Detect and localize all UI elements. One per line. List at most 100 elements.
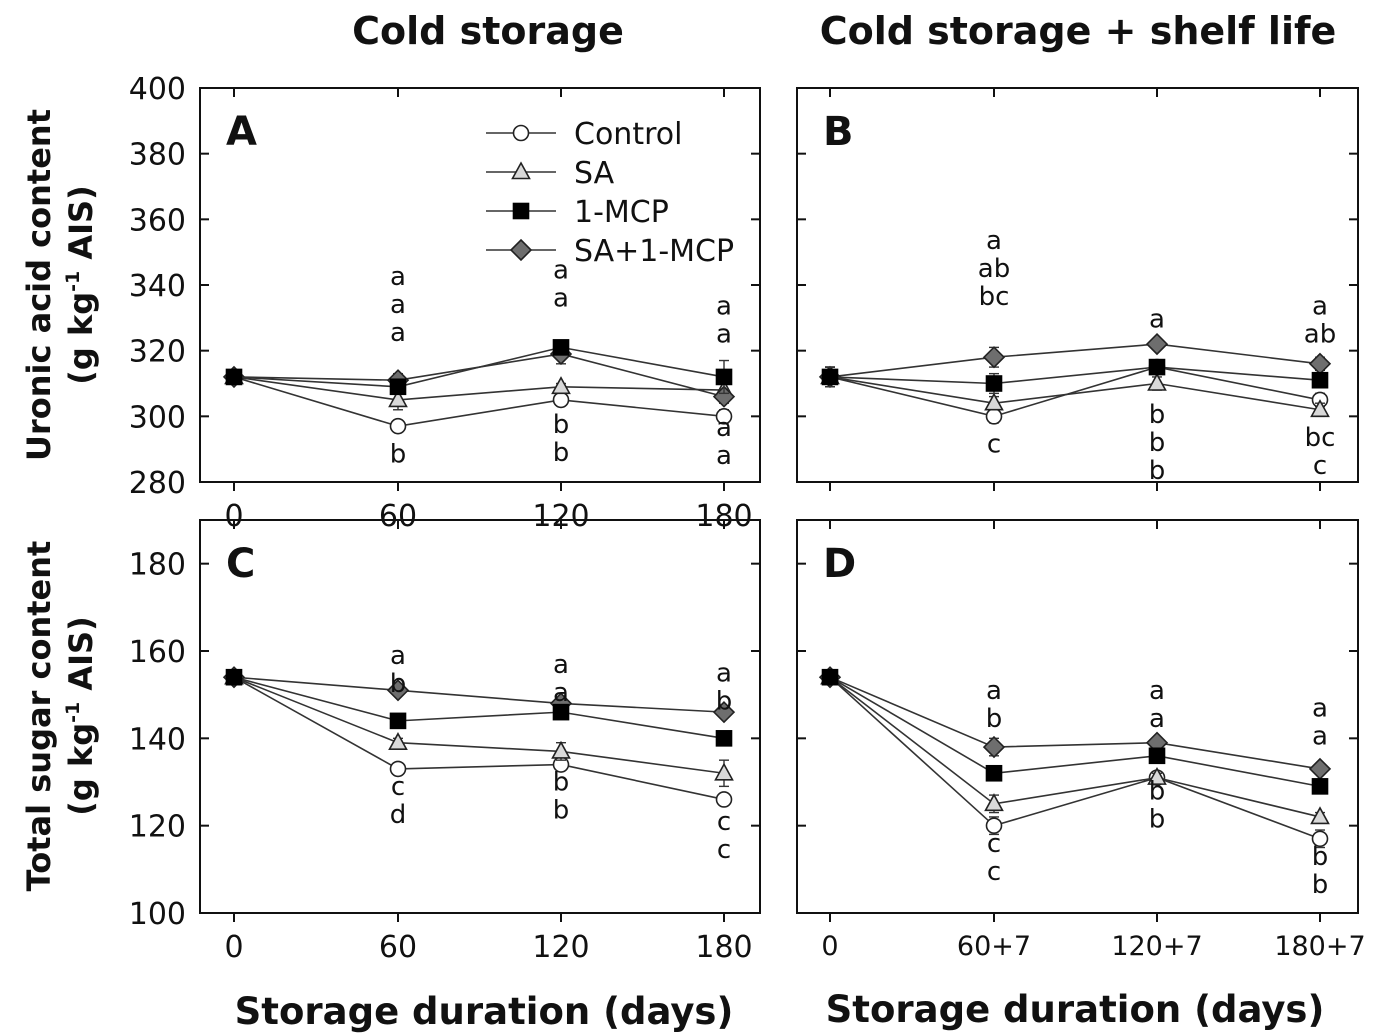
data-point — [551, 376, 571, 395]
data-point — [552, 339, 570, 356]
significance-letter: a — [390, 290, 406, 320]
legend-item: SA — [486, 156, 615, 191]
data-point — [1148, 358, 1166, 376]
significance-letter: b — [1149, 428, 1166, 458]
significance-letter: b — [553, 796, 570, 826]
data-point — [1147, 372, 1167, 391]
data-point — [1310, 806, 1330, 825]
series-line — [829, 676, 1321, 818]
series-sa — [820, 666, 1330, 825]
y-tick-label: 120 — [129, 810, 186, 845]
series-1-mcp — [821, 358, 1329, 395]
series-line — [233, 676, 725, 801]
significance-letter: a — [716, 413, 732, 443]
significance-letter: a — [1312, 292, 1328, 322]
data-point — [982, 735, 1006, 759]
data-point — [985, 408, 1003, 425]
x-tick-label: 0 — [821, 931, 838, 962]
significance-letter: b — [716, 687, 733, 717]
legend-label: Control — [574, 117, 682, 152]
y-tick-label: 180 — [129, 548, 186, 583]
data-point — [1308, 352, 1332, 375]
data-point — [712, 701, 736, 724]
data-point — [389, 712, 407, 730]
significance-letter: b — [1312, 842, 1329, 872]
xlabel-left: Storage duration (days) — [235, 990, 734, 1033]
data-point — [389, 417, 407, 435]
series-line — [829, 676, 1321, 840]
data-point — [389, 378, 407, 396]
legend: Control SA 1-MCP SA+1-MCP — [486, 117, 734, 269]
y-tick-label: 380 — [129, 138, 186, 173]
significance-letter: c — [391, 772, 405, 802]
y-tick-label: 160 — [129, 635, 186, 670]
series-line — [829, 366, 1321, 385]
panel-letter: B — [823, 109, 854, 155]
data-point — [1145, 332, 1169, 356]
data-point — [715, 730, 733, 747]
legend-marker — [512, 124, 530, 142]
series-1-mcp — [225, 339, 733, 396]
data-point — [982, 346, 1006, 369]
legend-marker — [512, 202, 530, 220]
plot-frame — [199, 519, 761, 914]
significance-letter: b — [553, 438, 570, 468]
ylabel-top-line1: Uronic acid content — [20, 109, 58, 461]
y-tick-label: 140 — [129, 722, 186, 757]
legend-marker — [511, 161, 531, 180]
ylabel-top: Uronic acid content (g kg-1 AIS) — [20, 109, 100, 461]
significance-letter: b — [1149, 804, 1166, 834]
data-point — [715, 791, 733, 808]
series-line — [233, 676, 725, 713]
data-point — [225, 368, 243, 386]
x-tick-label: 0 — [224, 930, 243, 965]
significance-letter: a — [986, 676, 1002, 706]
significance-letter: c — [987, 829, 1001, 859]
significance-letter: b — [390, 669, 407, 699]
legend-item: Control — [486, 117, 682, 152]
series-line — [829, 376, 1321, 411]
significance-letter: b — [553, 768, 570, 798]
data-point — [225, 668, 243, 686]
data-point — [985, 817, 1003, 834]
significance-letter: b — [986, 704, 1003, 734]
x-tick-label: 0 — [224, 499, 243, 534]
x-tick-label: 120 — [532, 930, 589, 965]
y-tick-label: 340 — [129, 269, 186, 304]
data-point — [985, 375, 1003, 392]
series-line — [233, 376, 725, 428]
significance-letter: b — [1149, 400, 1166, 430]
data-point — [821, 668, 839, 686]
x-tick-label: 60 — [379, 930, 417, 965]
panel-letter: A — [226, 109, 257, 155]
significance-letter: a — [1149, 305, 1165, 335]
data-point — [552, 703, 570, 721]
series-line — [829, 676, 1321, 788]
legend-item: SA+1-MCP — [486, 234, 734, 269]
y-tick-label: 360 — [129, 203, 186, 238]
series-line — [233, 353, 725, 398]
significance-letter: a — [716, 659, 732, 689]
data-point — [1310, 399, 1330, 418]
significance-letter: b — [390, 439, 407, 469]
series-1-mcp — [821, 668, 1329, 795]
significance-letter: a — [553, 283, 569, 313]
data-point — [388, 389, 408, 408]
significance-letter: c — [987, 857, 1001, 887]
significance-letter: a — [390, 641, 406, 671]
legend-label: SA+1-MCP — [574, 234, 734, 269]
significance-letter: a — [1312, 722, 1328, 752]
x-tick-label: 180+7 — [1274, 931, 1365, 962]
legend-label: 1-MCP — [574, 195, 669, 230]
ylabel-bottom-line1: Total sugar content — [20, 541, 58, 892]
data-point — [1311, 371, 1329, 389]
x-tick-label: 120+7 — [1111, 931, 1202, 962]
significance-letter: b — [1149, 776, 1166, 806]
significance-letter: a — [716, 292, 732, 322]
series-sa-1-mcp — [818, 666, 1332, 781]
